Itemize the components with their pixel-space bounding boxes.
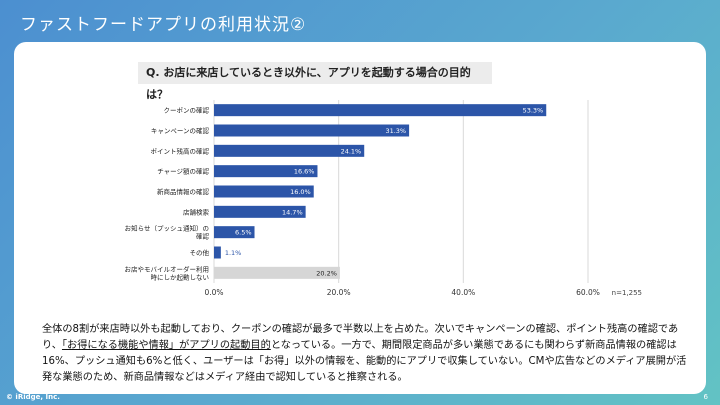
data-label: 16.6% bbox=[294, 168, 315, 176]
data-label: 16.0% bbox=[290, 188, 311, 196]
question-box: Q. お店に来店しているとき以外に、アプリを起動する場合の目的は？ bbox=[138, 62, 492, 101]
data-label: 53.3% bbox=[523, 107, 544, 115]
bar bbox=[214, 144, 365, 157]
content-panel bbox=[14, 42, 706, 394]
page-number: 6 bbox=[703, 393, 708, 401]
x-tick-label: 20.0% bbox=[327, 288, 351, 297]
category-label: ポイント残高の確認 bbox=[151, 146, 210, 155]
category-label: その他 bbox=[190, 248, 210, 257]
x-tick-label: 40.0% bbox=[451, 288, 475, 297]
page-title: ファストフードアプリの利用状況② bbox=[20, 15, 307, 35]
description-underlined: 「お得になる機能や情報」がアプリの起動目的 bbox=[61, 340, 271, 351]
bar bbox=[214, 246, 221, 259]
data-label: 20.2% bbox=[316, 269, 337, 277]
category-label: キャンペーンの確認 bbox=[151, 126, 210, 135]
bar bbox=[214, 185, 314, 198]
data-label: 24.1% bbox=[341, 147, 362, 155]
category-label: クーポンの確認 bbox=[164, 106, 210, 115]
category-label: 新商品情報の確認 bbox=[157, 187, 210, 196]
category-label: 店舗検索 bbox=[183, 207, 210, 216]
x-tick-label: 0.0% bbox=[204, 288, 223, 297]
bar bbox=[214, 104, 547, 117]
sample-size-note: n=1,255 bbox=[612, 289, 642, 297]
description-part1: 全体の8割が来店時以外も起動しており、クーポンの確認が最多で半数以上を占めた。次… bbox=[42, 324, 679, 351]
bar bbox=[214, 165, 318, 178]
category-label: チャージ額の確認 bbox=[157, 167, 209, 176]
description-text: 全体の8割が来店時以外も起動しており、クーポンの確認が最多で半数以上を占めた。次… bbox=[42, 322, 692, 386]
bar bbox=[214, 266, 340, 279]
data-label: 31.3% bbox=[385, 127, 406, 135]
x-tick-label: 60.0% bbox=[576, 288, 600, 297]
bar bbox=[214, 226, 255, 239]
copyright: © iRidge, Inc. bbox=[6, 393, 60, 401]
description-part2: となっている。一方で、期間限定商品が多い業態であるにも関わらず新商品情報の確認は… bbox=[42, 340, 687, 383]
category-label: お知らせ（プッシュ通知）の確認 bbox=[125, 224, 210, 241]
data-label: 1.1% bbox=[225, 249, 242, 257]
bar bbox=[214, 205, 306, 218]
data-label: 14.7% bbox=[282, 208, 303, 216]
category-label: お店やモバイルオーダー利用時にしか起動しない bbox=[125, 264, 210, 281]
data-label: 6.5% bbox=[235, 229, 252, 237]
bar bbox=[214, 124, 410, 137]
